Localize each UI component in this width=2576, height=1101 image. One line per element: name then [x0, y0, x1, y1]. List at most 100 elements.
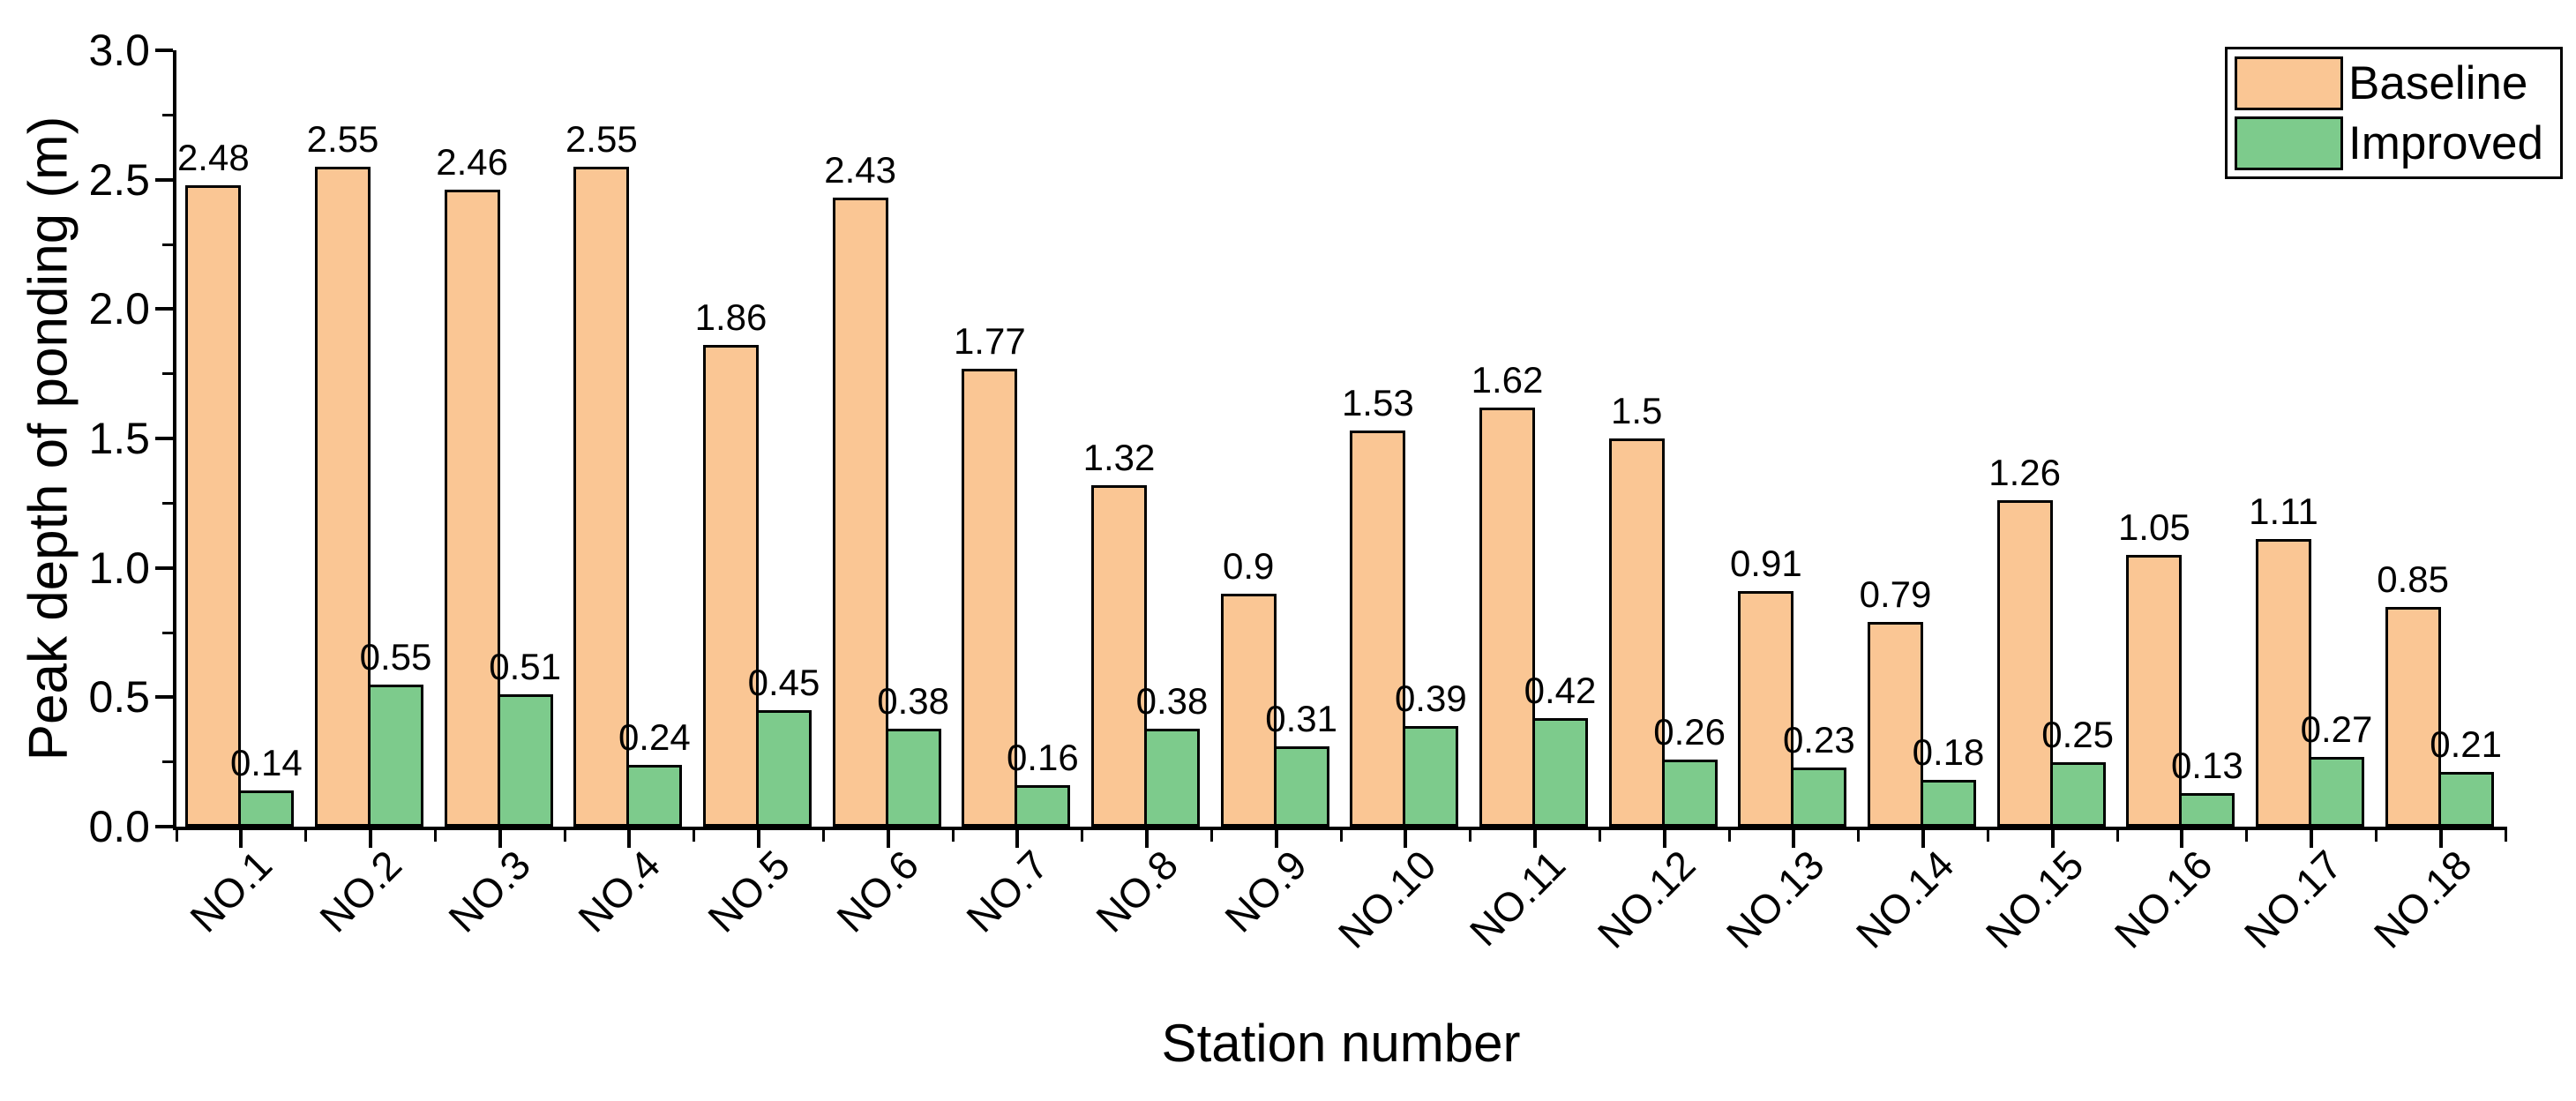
x-minor-tick [2115, 830, 2119, 842]
x-tick-label: NO.14 [1846, 841, 1963, 957]
improved-value-label: 0.42 [1524, 669, 1597, 711]
x-major-tick [1533, 830, 1537, 848]
improved-bar [1791, 767, 1847, 827]
x-major-tick [1404, 830, 1408, 848]
y-major-tick [155, 307, 173, 311]
improved-bar [2437, 772, 2494, 827]
x-minor-tick [1857, 830, 1861, 842]
x-minor-tick [1469, 830, 1472, 842]
x-tick-label: NO.6 [827, 841, 928, 941]
y-minor-tick [162, 760, 173, 764]
x-tick-label: NO.11 [1461, 841, 1575, 955]
y-major-tick [155, 695, 173, 700]
improved-bar [2309, 756, 2364, 827]
baseline-value-label: 1.5 [1610, 390, 1663, 431]
baseline-value-label: 1.11 [2249, 491, 2318, 533]
baseline-value-label: 1.05 [2117, 506, 2190, 548]
x-minor-tick [2245, 830, 2249, 842]
y-major-tick [155, 825, 173, 828]
improved-value-label: 0.21 [2430, 723, 2503, 766]
y-major-tick [155, 565, 173, 570]
x-minor-tick [951, 830, 955, 842]
improved-bar [626, 764, 683, 827]
legend-label: Improved [2348, 116, 2543, 169]
y-tick-label: 0.0 [88, 802, 150, 851]
y-minor-tick [162, 631, 173, 634]
legend-item-baseline: Baseline [2235, 55, 2560, 111]
y-minor-tick [162, 501, 173, 505]
baseline-bar [703, 345, 759, 827]
improved-value-label: 0.25 [2041, 713, 2115, 755]
x-tick-label: NO.7 [957, 841, 1057, 941]
improved-value-label: 0.18 [1912, 731, 1985, 774]
improved-value-label: 0.39 [1394, 677, 1467, 719]
improved-value-label: 0.45 [747, 662, 820, 703]
baseline-value-label: 0.79 [1859, 573, 1932, 616]
y-minor-tick [162, 243, 173, 246]
x-major-tick [886, 830, 890, 848]
baseline-bar [315, 167, 371, 827]
y-tick-label: 3.0 [88, 26, 150, 75]
y-tick-label: 2.5 [88, 154, 150, 205]
baseline-bar [2256, 539, 2311, 827]
baseline-bar [962, 368, 1018, 827]
x-tick-label: NO.9 [1216, 841, 1316, 941]
x-tick-label: NO.5 [698, 841, 798, 941]
baseline-value-label: 1.53 [1341, 382, 1414, 424]
baseline-value-label: 2.55 [565, 118, 638, 160]
x-minor-tick [1339, 830, 1343, 842]
baseline-value-label: 0.9 [1222, 545, 1275, 587]
x-major-tick [239, 830, 243, 848]
y-axis-line [173, 50, 176, 830]
x-major-tick [2180, 830, 2184, 848]
baseline-value-label: 2.48 [176, 136, 250, 178]
x-tick-label: NO.2 [310, 841, 410, 941]
improved-value-label: 0.14 [229, 741, 303, 783]
improved-swatch-icon [2235, 116, 2343, 170]
x-minor-tick [304, 830, 308, 842]
x-minor-tick [175, 830, 178, 842]
improved-value-label: 0.51 [489, 646, 562, 688]
x-tick-label: NO.10 [1329, 841, 1445, 957]
baseline-value-label: 1.26 [1988, 452, 2062, 494]
x-minor-tick [433, 830, 437, 842]
improved-value-label: 0.31 [1265, 698, 1338, 740]
baseline-bar [1738, 591, 1794, 827]
legend-item-improved: Improved [2235, 115, 2560, 171]
x-major-tick [2310, 830, 2313, 848]
y-axis-title: Peak depth of ponding (m) [18, 116, 79, 761]
baseline-value-label: 1.62 [1471, 358, 1544, 401]
x-major-tick [1662, 830, 1666, 848]
improved-bar [756, 710, 812, 827]
x-minor-tick [1727, 830, 1731, 842]
improved-value-label: 0.13 [2170, 744, 2243, 786]
x-tick-label: NO.15 [1976, 841, 2093, 957]
legend: Baseline Improved [2225, 47, 2563, 179]
x-minor-tick [693, 830, 696, 842]
x-major-tick [2438, 830, 2443, 848]
improved-bar [1661, 759, 1718, 827]
x-major-tick [757, 830, 760, 848]
x-minor-tick [1598, 830, 1601, 842]
improved-value-label: 0.16 [1006, 737, 1079, 779]
x-minor-tick [821, 830, 825, 842]
x-axis-title: Station number [1161, 1014, 1521, 1073]
improved-bar [1403, 725, 1459, 827]
improved-value-label: 0.24 [618, 715, 691, 758]
y-major-tick [155, 437, 173, 440]
x-major-tick [1792, 830, 1796, 848]
baseline-bar [1350, 431, 1406, 827]
x-tick-label: NO.17 [2235, 841, 2351, 957]
improved-value-label: 0.23 [1782, 718, 1855, 760]
x-minor-tick [1081, 830, 1084, 842]
baseline-bar [1091, 484, 1147, 827]
x-major-tick [498, 830, 502, 848]
improved-bar [2049, 761, 2106, 827]
baseline-bar [2385, 606, 2441, 827]
baseline-bar [1996, 500, 2053, 827]
improved-value-label: 0.27 [2300, 708, 2373, 750]
x-major-tick [1145, 830, 1149, 848]
x-axis-line [173, 827, 2507, 830]
x-major-tick [2050, 830, 2055, 848]
